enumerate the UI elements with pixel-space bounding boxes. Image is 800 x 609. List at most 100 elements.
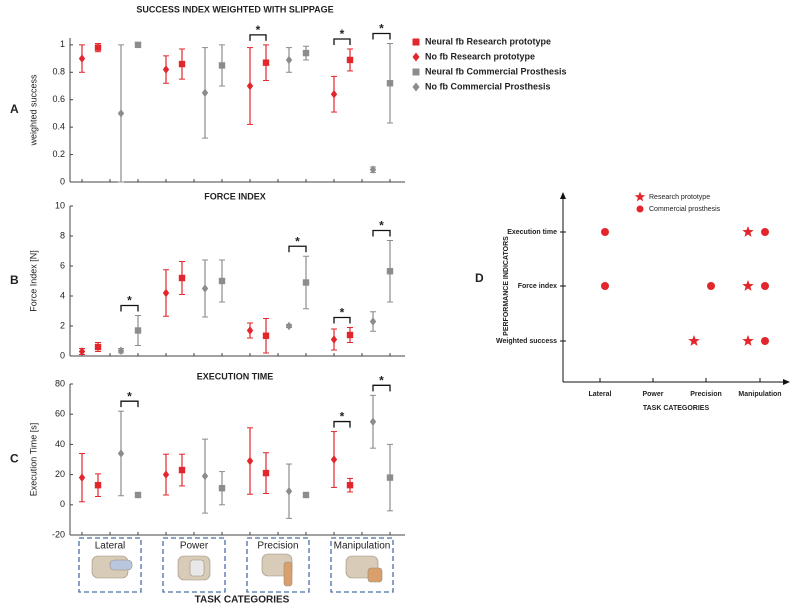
y-tick-label: 8 xyxy=(60,230,65,240)
legend-label: Commercial prosthesis xyxy=(649,206,721,213)
marker xyxy=(742,226,754,237)
marker xyxy=(302,491,310,499)
marker xyxy=(302,49,310,57)
y-axis-title: Force Index [N] xyxy=(28,250,38,312)
x-tick-label: Precision xyxy=(690,391,722,398)
y-tick-label: 40 xyxy=(55,439,65,449)
marker xyxy=(117,449,125,458)
y-tick-label: 0.4 xyxy=(52,122,65,132)
y-tick-label: 0.8 xyxy=(52,67,65,77)
marker xyxy=(246,326,254,335)
marker xyxy=(346,481,354,489)
marker xyxy=(218,277,226,285)
marker xyxy=(218,484,226,492)
marker xyxy=(707,282,715,290)
y-tick-label: 20 xyxy=(55,469,65,479)
x-axis-title: TASK CATEGORIES xyxy=(643,405,710,412)
significance-bracket xyxy=(333,38,351,45)
marker xyxy=(201,88,209,98)
significance-bracket xyxy=(288,245,307,253)
category-box xyxy=(162,537,226,593)
marker xyxy=(412,68,420,76)
category-box xyxy=(330,537,394,593)
y-tick-label: 1 xyxy=(60,39,65,49)
chart-title: FORCE INDEX xyxy=(204,191,266,201)
legend-label: Neural fb Commercial Prosthesis xyxy=(425,66,567,76)
y-tick-label: 0 xyxy=(60,176,65,186)
y-arrow xyxy=(560,192,566,199)
x-arrow xyxy=(783,379,790,385)
marker xyxy=(78,347,86,356)
y-tick-label: 6 xyxy=(60,260,65,270)
significance-label: * xyxy=(340,27,345,41)
significance-label: * xyxy=(379,373,384,387)
marker xyxy=(742,280,754,291)
y-tick-label: 0.6 xyxy=(52,94,65,104)
marker xyxy=(162,470,170,479)
chart-title: EXECUTION TIME xyxy=(197,371,274,381)
marker xyxy=(162,65,170,74)
marker xyxy=(94,343,102,351)
marker xyxy=(134,491,142,499)
y-tick-label: Force index xyxy=(518,283,557,290)
significance-bracket xyxy=(333,420,351,428)
y-tick-label: Execution time xyxy=(507,229,557,236)
marker xyxy=(330,455,338,464)
marker xyxy=(369,417,377,426)
x-tick-label: Precision xyxy=(257,541,298,552)
marker xyxy=(369,317,377,326)
significance-bracket xyxy=(372,229,391,237)
significance-label: * xyxy=(340,306,345,320)
y-tick-label: 2 xyxy=(60,320,65,330)
marker xyxy=(178,466,186,474)
marker xyxy=(634,191,646,202)
marker xyxy=(346,331,354,339)
marker xyxy=(386,80,394,87)
y-axis-title: PERFORMANCE INDICATORS xyxy=(503,236,510,336)
x-tick-label: Manipulation xyxy=(334,541,391,552)
marker xyxy=(218,62,226,69)
y-tick-label: 0 xyxy=(60,499,65,509)
legend-label: No fb Commercial Prosthesis xyxy=(425,81,551,91)
x-tick-label: Lateral xyxy=(95,541,126,552)
x-axis-title: TASK CATEGORIES xyxy=(195,595,290,606)
panel-label: D xyxy=(475,271,484,285)
y-tick-label: -20 xyxy=(52,529,65,539)
marker xyxy=(246,81,254,91)
marker xyxy=(134,41,142,49)
marker xyxy=(412,52,420,62)
category-box xyxy=(246,537,310,593)
category-box xyxy=(78,537,142,593)
marker xyxy=(117,346,125,355)
significance-bracket xyxy=(120,400,139,408)
marker xyxy=(94,481,102,489)
significance-label: * xyxy=(295,234,300,248)
marker xyxy=(201,471,209,481)
marker xyxy=(78,473,86,482)
legend-label: Research prototype xyxy=(649,194,710,201)
marker xyxy=(178,60,186,68)
marker xyxy=(742,335,754,346)
significance-label: * xyxy=(256,23,261,37)
y-tick-label: 60 xyxy=(55,409,65,419)
significance-bracket xyxy=(372,32,391,40)
significance-label: * xyxy=(379,22,384,36)
marker xyxy=(369,165,377,174)
significance-bracket xyxy=(372,384,391,392)
panel-label: B xyxy=(10,273,19,287)
marker xyxy=(386,474,394,481)
marker xyxy=(386,268,394,275)
significance-label: * xyxy=(127,389,132,403)
y-axis-title: Execution Time [s] xyxy=(28,423,38,497)
marker xyxy=(262,59,270,66)
marker xyxy=(412,82,420,92)
marker xyxy=(330,335,338,344)
marker xyxy=(134,327,142,334)
marker xyxy=(201,284,209,293)
marker xyxy=(178,274,186,282)
legend-label: Neural fb Research prototype xyxy=(425,36,551,46)
marker xyxy=(285,487,293,496)
marker xyxy=(636,205,644,213)
x-tick-label: Manipulation xyxy=(738,391,781,398)
significance-bracket xyxy=(333,316,351,324)
